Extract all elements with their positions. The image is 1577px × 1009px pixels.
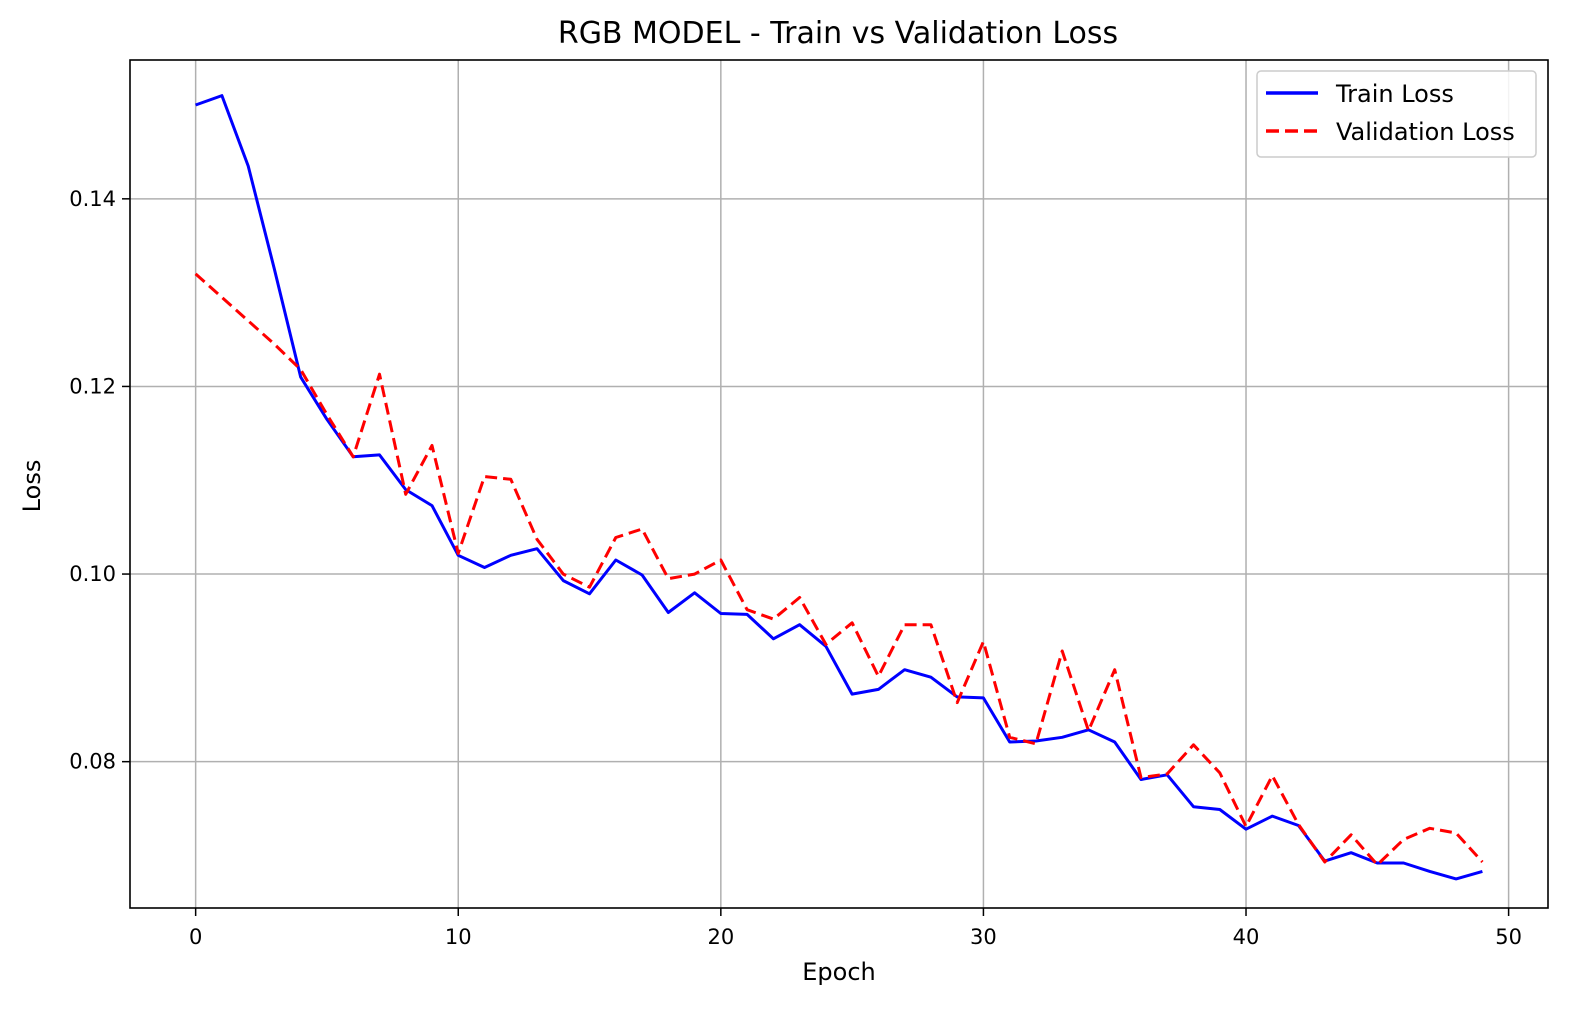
- x-tick-label: 20: [707, 925, 734, 949]
- x-tick-label: 30: [970, 925, 997, 949]
- legend-validation-label: Validation Loss: [1336, 118, 1515, 146]
- legend-train-label: Train Loss: [1335, 80, 1454, 108]
- validation-loss-line: [194, 272, 1484, 867]
- grid: [130, 60, 1548, 908]
- x-tick-label: 50: [1495, 925, 1522, 949]
- y-tick-label: 0.12: [69, 374, 116, 398]
- x-axis-label: Epoch: [802, 958, 876, 986]
- axis-ticks: 0 10 20 30 40 50 0.08 0.10 0.12 0.14: [69, 187, 1522, 949]
- plot-frame: [129, 59, 1549, 909]
- y-tick-label: 0.10: [69, 562, 116, 586]
- x-tick-label: 10: [445, 925, 472, 949]
- chart-title: RGB MODEL - Train vs Validation Loss: [558, 16, 1118, 51]
- y-tick-label: 0.14: [69, 187, 116, 211]
- x-tick-label: 40: [1233, 925, 1260, 949]
- train-loss-line: [195, 94, 1483, 881]
- legend: Train Loss Validation Loss: [1256, 70, 1537, 158]
- y-axis-label: Loss: [18, 460, 46, 513]
- series-lines: [194, 94, 1484, 881]
- y-tick-label: 0.08: [69, 750, 116, 774]
- x-tick-label: 0: [189, 925, 202, 949]
- legend-box: [1256, 70, 1537, 158]
